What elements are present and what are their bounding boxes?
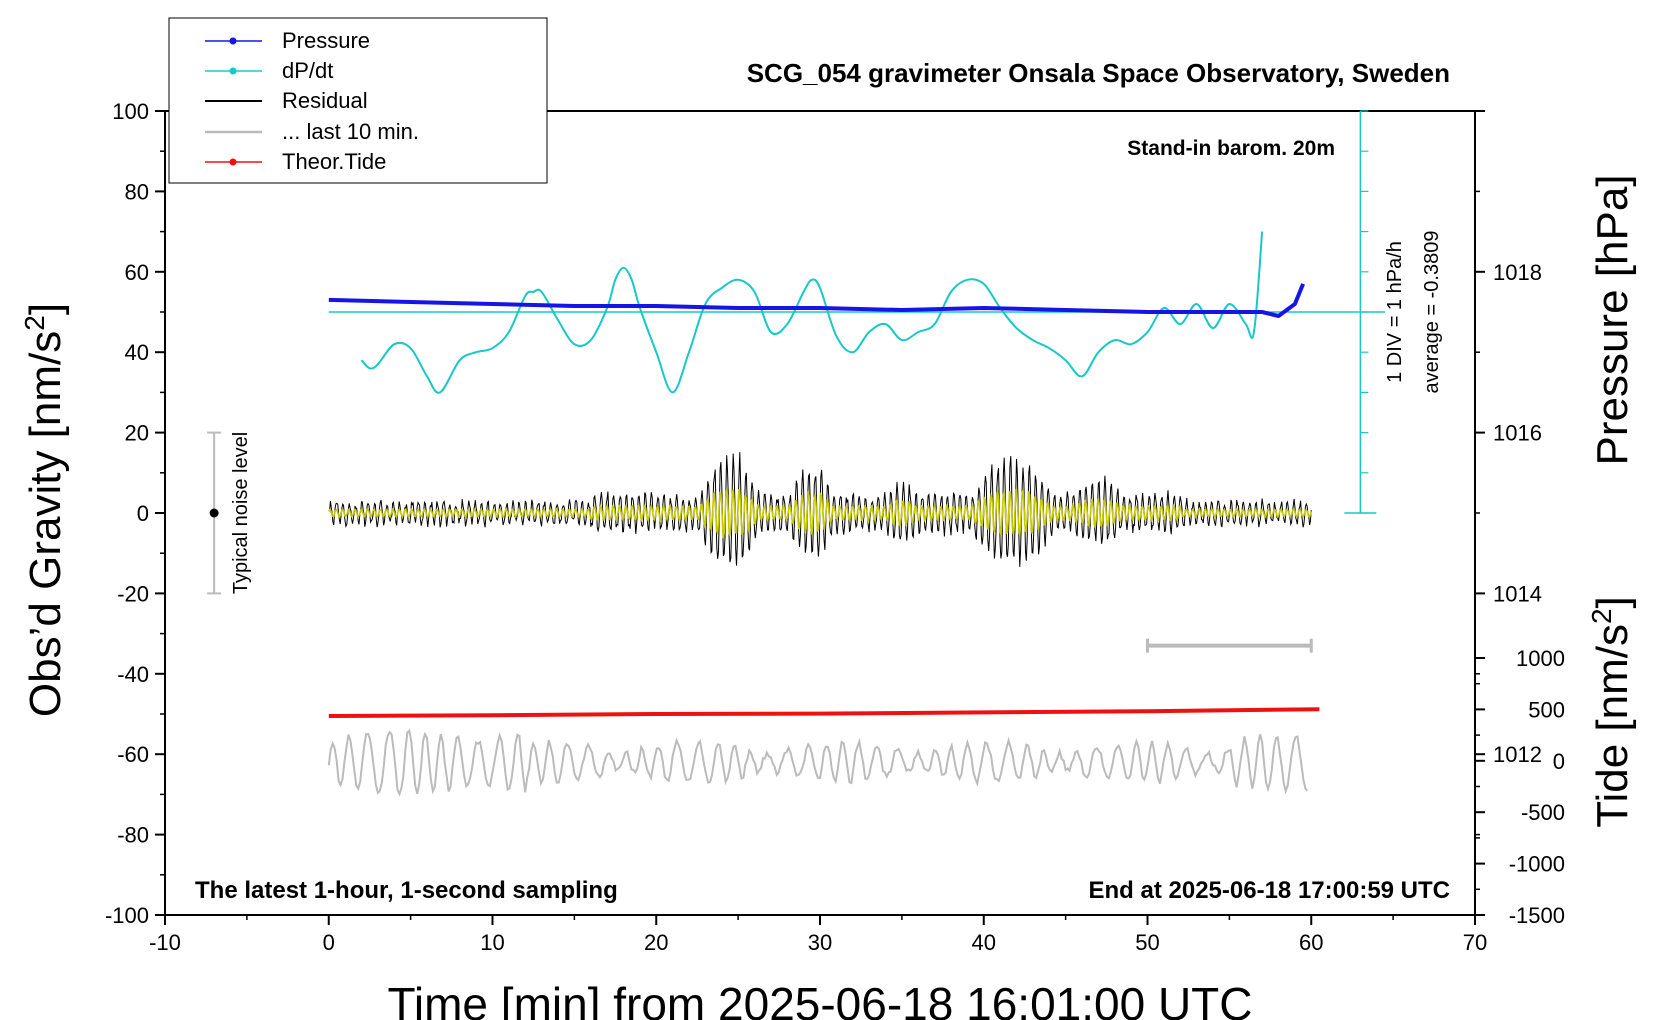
pressure-axis-label: Pressure [hPa] <box>1588 174 1637 465</box>
series-tide <box>328 707 1320 718</box>
y-tick-label: -100 <box>105 903 149 928</box>
chart-text: -10 0 10 20 30 40 50 60 70-100-80-60-40-20020406… <box>105 99 1565 955</box>
legend-label-last10: ... last 10 min. <box>282 119 419 144</box>
x-tick-label: -10 <box>149 930 181 955</box>
y-axis-label-main: Obs’d Gravity [nm/s <box>21 331 70 717</box>
series-last10 <box>327 729 1309 797</box>
div-annotation: 1 DIV = 1 hPa/h <box>1384 241 1406 383</box>
pressure-tick-label: 1018 <box>1493 260 1542 285</box>
pressure-tick-label: 1016 <box>1493 421 1542 446</box>
x-tick-label: 10 <box>480 930 504 955</box>
x-tick-label: 40 <box>972 930 996 955</box>
tide-tick-label: -500 <box>1521 800 1565 825</box>
tide-tick-label: 500 <box>1528 697 1565 722</box>
x-axis-label: Time [min] from 2025-06-18 16:01:00 UTC <box>388 978 1253 1020</box>
y-tick-label: 100 <box>112 99 149 124</box>
noise-annotation: Typical noise level <box>230 432 252 594</box>
x-tick-label: 20 <box>644 930 668 955</box>
legend-marker-tide <box>229 158 237 166</box>
tide-axis-label-sup: 2 <box>1586 608 1617 624</box>
legend-marker-pressure <box>229 37 237 45</box>
y-tick-label: 40 <box>125 340 149 365</box>
legend: Pressure dP/dt Residual ... last 10 min.… <box>168 17 548 184</box>
tide-axis-label-main: Tide [nm/s <box>1588 624 1637 828</box>
series-residual-smoothed <box>328 488 1312 539</box>
axis-ticks <box>155 110 1485 925</box>
series-dpdt <box>360 231 1264 394</box>
y-tick-label: 60 <box>125 260 149 285</box>
legend-label-dpdt: dP/dt <box>282 58 333 83</box>
x-tick-label: 30 <box>808 930 832 955</box>
legend-label-tide: Theor.Tide <box>282 149 386 174</box>
legend-marker-dpdt <box>229 67 237 75</box>
average-annotation: average = -0.3809 <box>1421 231 1443 394</box>
annotation-barometer: Stand-in barom. 20m <box>1127 137 1335 160</box>
x-tick-label: 0 <box>323 930 335 955</box>
tide-axis-label-close: ] <box>1588 596 1637 608</box>
y-tick-label: 20 <box>125 421 149 446</box>
noise-bar-center <box>209 508 219 518</box>
y-tick-label: -20 <box>117 581 149 606</box>
pressure-tick-label: 1012 <box>1493 742 1542 767</box>
y-axis-label-sup: 2 <box>19 315 50 331</box>
y-tick-label: 0 <box>137 501 149 526</box>
legend-label-pressure: Pressure <box>282 28 370 53</box>
y-tick-label: -40 <box>117 662 149 687</box>
x-tick-label: 70 <box>1463 930 1487 955</box>
chart-series <box>207 110 1385 797</box>
series-pressure <box>328 283 1305 318</box>
annotation-end: End at 2025-06-18 17:00:59 UTC <box>1089 877 1451 904</box>
pressure-tick-label: 1014 <box>1493 581 1542 606</box>
chart-title: SCG_054 gravimeter Onsala Space Observat… <box>747 58 1450 88</box>
tide-tick-label: 1000 <box>1516 646 1565 671</box>
tide-axis-label: Tide [nm/s2] <box>1586 596 1637 828</box>
annotation-latest: The latest 1-hour, 1-second sampling <box>195 877 618 904</box>
y-tick-label: 80 <box>125 179 149 204</box>
x-tick-label: 50 <box>1135 930 1159 955</box>
y-tick-label: -60 <box>117 742 149 767</box>
y-axis-label: Obs’d Gravity [nm/s2] <box>19 303 70 717</box>
tide-tick-label: -1000 <box>1509 852 1565 877</box>
tide-tick-label: -1500 <box>1509 903 1565 928</box>
tide-tick-label: 0 <box>1553 749 1565 774</box>
x-tick-label: 60 <box>1299 930 1323 955</box>
y-tick-label: -80 <box>117 823 149 848</box>
y-axis-label-close: ] <box>21 303 70 315</box>
legend-label-residual: Residual <box>282 88 368 113</box>
